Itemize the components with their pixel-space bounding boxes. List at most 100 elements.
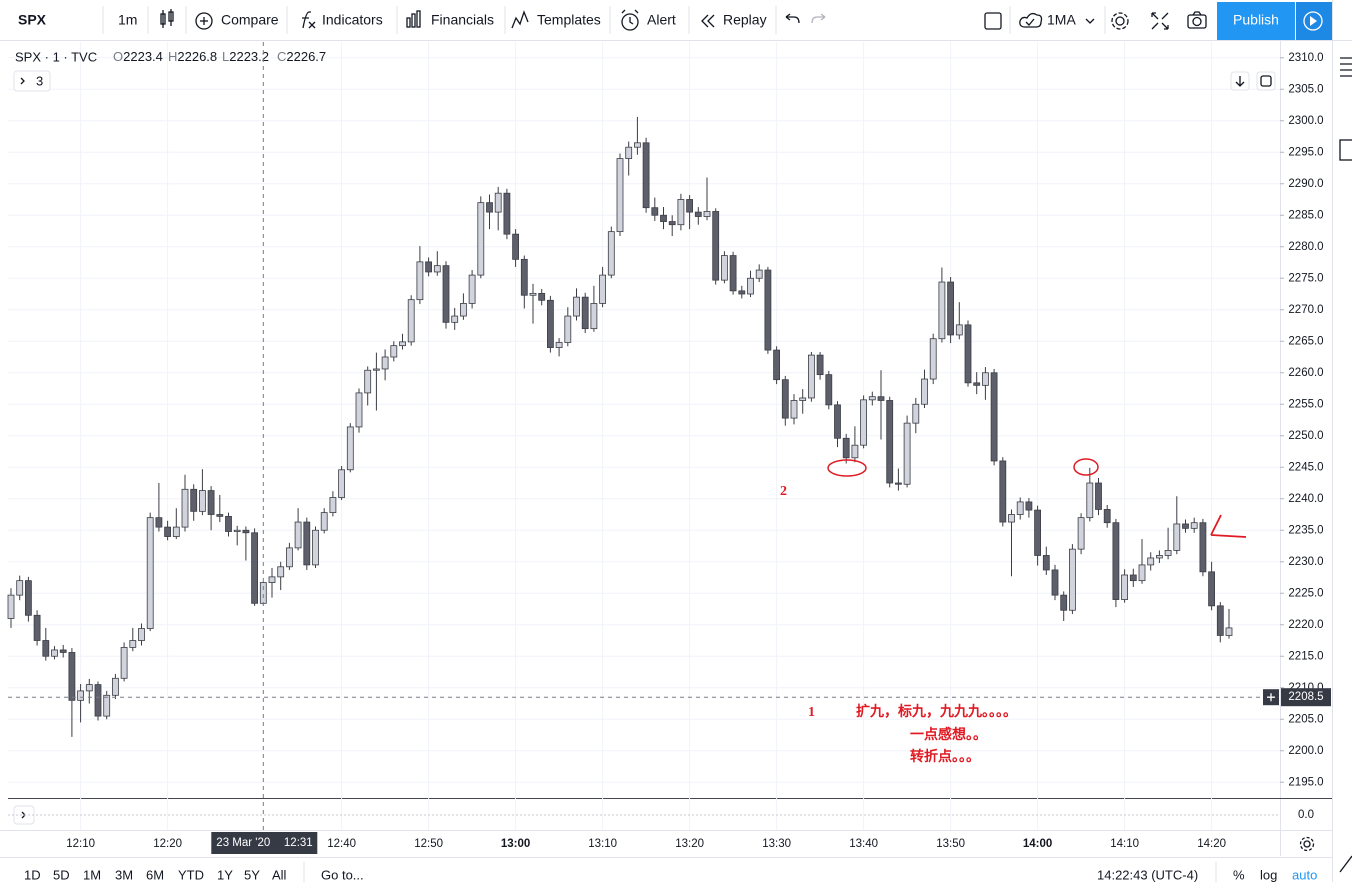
y-tick-label: 2255.0 — [1288, 398, 1323, 410]
x-tick-label: 14:20 — [1197, 838, 1226, 850]
indicator-toggle[interactable] — [13, 70, 51, 92]
annotation: 2 — [780, 484, 787, 499]
sidebar-icon[interactable] — [1339, 855, 1352, 873]
x-tick-label: 12:50 — [414, 838, 443, 850]
percent-toggle[interactable]: % — [1233, 867, 1245, 882]
templates-icon[interactable] — [511, 10, 529, 29]
chart-style-icon[interactable] — [160, 9, 174, 28]
y-tick-label: 2300.0 — [1288, 115, 1323, 127]
candle-body — [399, 341, 406, 347]
candle-body — [1103, 509, 1111, 524]
candle-body — [1060, 594, 1068, 611]
candle-body — [1216, 605, 1224, 636]
candle-body — [755, 269, 763, 279]
candle-body — [94, 684, 102, 717]
candle-body — [138, 628, 145, 641]
axis-settings[interactable] — [1299, 836, 1315, 852]
value: 2226.8 — [177, 49, 217, 64]
redo[interactable] — [811, 13, 826, 24]
snapshot-icon[interactable] — [1187, 11, 1207, 29]
candle-body — [886, 400, 894, 484]
alert-icon[interactable] — [621, 9, 639, 31]
candle-body — [459, 303, 467, 317]
range[interactable]: YTD — [178, 867, 204, 882]
sidebar-icon[interactable] — [1340, 57, 1352, 77]
candle-body — [16, 580, 24, 596]
candle-body — [1077, 517, 1085, 550]
indicators[interactable]: Indicators — [322, 12, 383, 28]
symbol[interactable]: SPX — [18, 12, 47, 28]
candle-body — [964, 324, 972, 384]
arrow-icon — [1235, 76, 1245, 87]
candle-body — [634, 142, 641, 148]
candle-body — [242, 529, 250, 534]
range[interactable]: All — [272, 867, 287, 882]
annotation-arrow — [1210, 514, 1247, 538]
x-tick-label: 13:40 — [849, 838, 878, 850]
auto-toggle[interactable]: auto — [1292, 867, 1317, 882]
label: C — [277, 49, 286, 64]
candle-body — [85, 684, 93, 692]
sidebar-icon[interactable] — [1339, 139, 1352, 161]
dropdown[interactable] — [1085, 18, 1095, 24]
candle-body — [233, 529, 241, 532]
range[interactable]: 5Y — [244, 867, 260, 882]
candle-body — [1156, 555, 1163, 559]
candle-body — [24, 580, 32, 616]
save-icon[interactable] — [1019, 12, 1043, 28]
maximize-button[interactable] — [1256, 71, 1276, 91]
replay[interactable]: Replay — [723, 12, 767, 28]
range[interactable]: 1D — [24, 867, 41, 882]
candle-body — [285, 547, 293, 568]
annotation: 转折点。。。 — [910, 748, 980, 765]
candle-body — [77, 690, 84, 701]
legend-close: C2226.7 — [277, 49, 326, 64]
x-tick-label: 13:00 — [501, 838, 530, 850]
candle-body — [564, 315, 572, 343]
range[interactable]: 5D — [53, 867, 70, 882]
fullscreen-icon[interactable] — [1151, 12, 1169, 30]
candle-body — [390, 345, 398, 358]
candle-body — [120, 647, 128, 679]
publish[interactable]: Publish — [1233, 12, 1279, 28]
templates[interactable]: Templates — [537, 12, 601, 28]
range[interactable]: 1Y — [217, 867, 233, 882]
settings-icon[interactable] — [1111, 12, 1129, 30]
candle-body — [747, 277, 754, 295]
financials-icon[interactable] — [406, 10, 421, 28]
compare-icon[interactable] — [195, 12, 213, 30]
indicators-icon[interactable] — [302, 11, 316, 29]
range[interactable]: 1M — [83, 867, 101, 882]
undo[interactable] — [785, 13, 800, 24]
candle-body — [1025, 501, 1033, 511]
layout-icon[interactable] — [984, 12, 1002, 30]
x-tick-label: 13:50 — [936, 838, 965, 850]
candle-body — [1199, 522, 1207, 573]
candle-body — [520, 258, 528, 296]
annotation: 一点感想。。 — [910, 726, 987, 743]
candle-body — [642, 142, 650, 209]
replay-icon[interactable] — [701, 14, 715, 28]
candle-body — [947, 281, 954, 336]
range[interactable]: 6M — [146, 867, 164, 882]
candle-body — [651, 207, 659, 216]
go-to[interactable]: Go to... — [321, 867, 364, 882]
candle-body — [7, 594, 15, 619]
collapsed-count[interactable]: 3 — [36, 73, 43, 88]
y-tick-label: 2270.0 — [1288, 304, 1323, 316]
alert[interactable]: Alert — [647, 12, 676, 28]
candle-body — [973, 382, 981, 386]
log-toggle[interactable]: log — [1260, 867, 1277, 882]
publish-button[interactable] — [1217, 2, 1295, 40]
study-template[interactable]: 1MA — [1047, 12, 1076, 28]
interval[interactable]: 1m — [118, 12, 137, 28]
candle-body — [764, 269, 772, 351]
compare[interactable]: Compare — [221, 12, 279, 28]
maximize-icon — [1260, 75, 1272, 87]
candle-body — [416, 261, 424, 301]
legend-high: H2226.8 — [168, 49, 217, 64]
candle-body — [607, 231, 615, 276]
range[interactable]: 3M — [115, 867, 133, 882]
candle-body — [129, 640, 137, 648]
financials[interactable]: Financials — [431, 12, 494, 28]
